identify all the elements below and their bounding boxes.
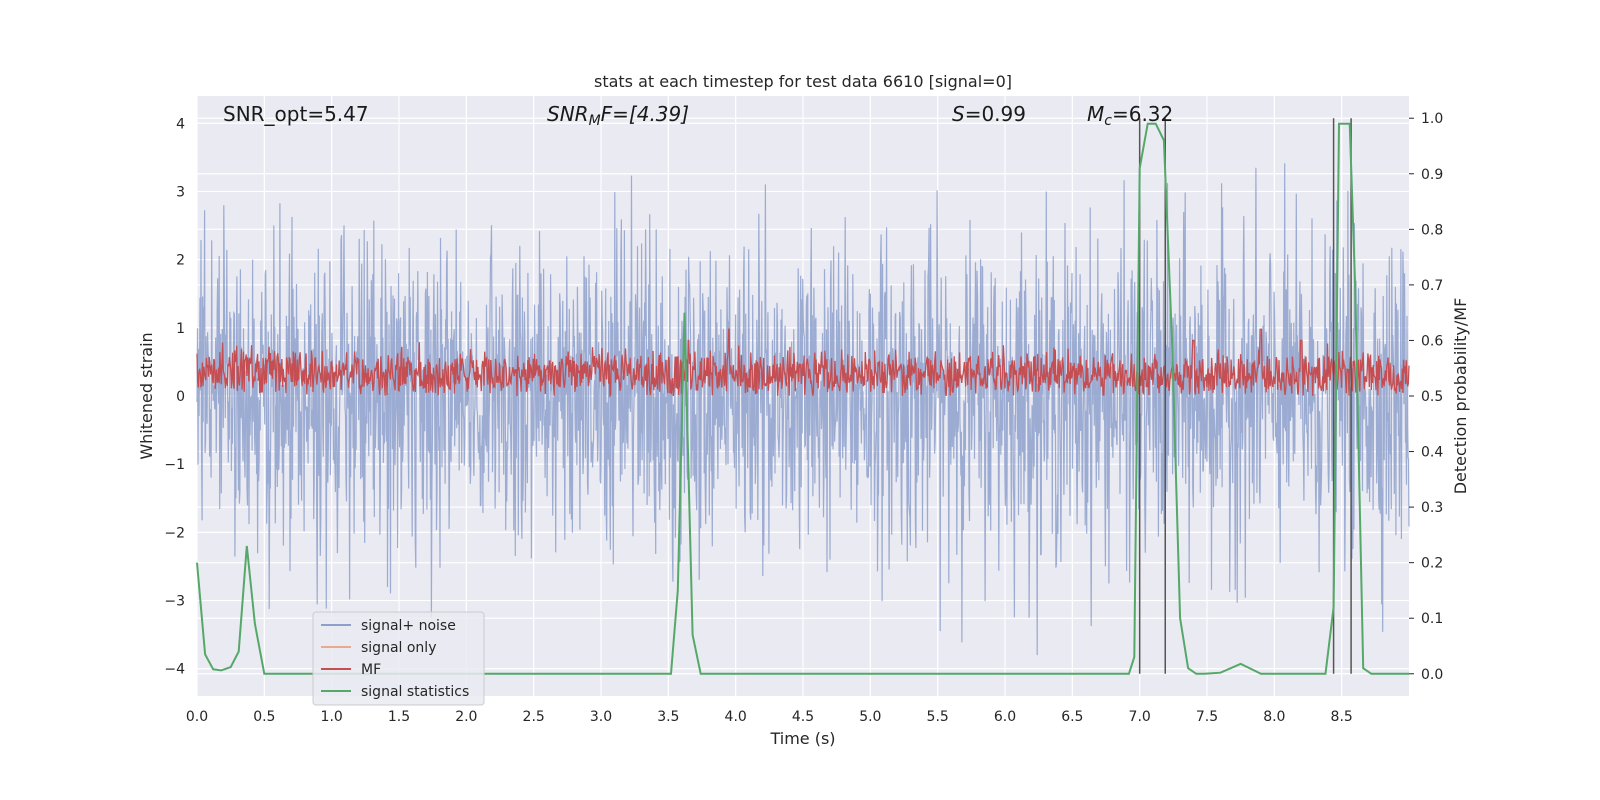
legend-box (312, 611, 485, 706)
y-left-tick-label: −4 (164, 662, 185, 678)
y-right-tick-label: 1.0 (1421, 111, 1443, 127)
mc-val: =6.32 (1112, 102, 1173, 126)
y-right-tick-label: 0.4 (1421, 445, 1443, 461)
x-tick-labels: 0.0 0.5 1.0 1.5 2.0 2.5 3.0 3.5 4.0 4.5 5.0 5.5 6.0 6… (186, 709, 1353, 725)
x-tick-label: 1.5 (388, 709, 410, 725)
y-right-tick-label: 0.0 (1421, 667, 1443, 683)
snr-mf-sub: M (589, 113, 601, 129)
y-right-tick-label: 0.6 (1421, 333, 1443, 349)
snr-mf-rest: F=[4.39] (601, 102, 689, 126)
x-tick-label: 6.5 (1061, 709, 1083, 725)
y-left-tick-label: −3 (164, 594, 185, 610)
signal-statistics-line (196, 122, 1409, 675)
x-tick-label: 7.5 (1196, 709, 1218, 725)
y-right-tick-label: 0.1 (1421, 611, 1443, 627)
x-tick-label: 0.0 (186, 709, 208, 725)
signal-statistics-series (196, 122, 1409, 675)
x-tick-label: 1.0 (321, 709, 343, 725)
x-tick-label: 2.5 (523, 709, 545, 725)
legend: signal+ noise signal only MF signal stat… (312, 611, 485, 706)
x-tick-label: 4.0 (725, 709, 747, 725)
x-tick-label: 4.5 (792, 709, 814, 725)
signal-plus-noise-series (196, 163, 1410, 656)
snr-opt-annotation: SNR_opt=5.47 (223, 102, 369, 126)
y-left-tick-label: 2 (176, 253, 185, 269)
y-left-tick-label: 3 (176, 184, 185, 200)
x-tick-label: 3.5 (657, 709, 679, 725)
snr-mf-base: SNR (547, 102, 589, 126)
x-tick-label: 5.0 (859, 709, 881, 725)
chart-title: stats at each timestep for test data 661… (594, 72, 1012, 91)
legend-label-mf: MF (361, 662, 381, 678)
y-right-tick-label: 0.7 (1421, 278, 1443, 294)
y-right-axis-label: Detection probability/MF (1451, 298, 1470, 495)
y-right-tick-label: 0.5 (1421, 389, 1443, 405)
mf-line (196, 328, 1410, 398)
y-left-tick-label: 0 (176, 389, 185, 405)
mc-var: M (1087, 102, 1104, 126)
y-left-tick-label: 1 (176, 321, 185, 337)
x-axis-label: Time (s) (769, 729, 835, 748)
mc-annotation: Mc=6.32 (1087, 102, 1173, 129)
legend-label-signal-only: signal only (361, 640, 436, 656)
legend-label-signal-noise: signal+ noise (361, 618, 456, 634)
s-annotation: S=0.99 (952, 102, 1026, 126)
signal-noise-line (196, 163, 1410, 656)
y-left-axis-label: Whitened strain (137, 332, 156, 459)
y-right-tick-labels: 0.0 0.1 0.2 0.3 0.4 0.5 0.6 0.7 0.8 0.9 1.0 (1409, 111, 1443, 683)
y-right-tick-label: 0.9 (1421, 167, 1443, 183)
s-var: S (952, 102, 965, 126)
x-tick-label: 3.0 (590, 709, 612, 725)
y-right-tick-label: 0.3 (1421, 500, 1443, 516)
mf-series (196, 328, 1410, 398)
s-val: =0.99 (965, 102, 1026, 126)
x-tick-label: 5.5 (927, 709, 949, 725)
y-right-tick-label: 0.8 (1421, 222, 1443, 238)
mc-sub: c (1104, 113, 1112, 129)
x-tick-label: 6.0 (994, 709, 1016, 725)
y-left-tick-label: −2 (164, 525, 185, 541)
x-tick-label: 8.0 (1263, 709, 1285, 725)
y-left-tick-label: −1 (164, 457, 185, 473)
y-right-tick-label: 0.2 (1421, 556, 1443, 572)
x-tick-label: 2.0 (455, 709, 477, 725)
x-tick-label: 7.0 (1129, 709, 1151, 725)
legend-label-signal-statistics: signal statistics (361, 684, 469, 700)
y-left-tick-label: 4 (176, 116, 185, 132)
y-left-tick-labels: 4 3 2 1 0 −1 −2 −3 −4 (164, 116, 185, 677)
x-tick-label: 8.5 (1331, 709, 1353, 725)
snr-mf-annotation: SNRMF=[4.39] (547, 102, 689, 129)
x-tick-label: 0.5 (253, 709, 275, 725)
